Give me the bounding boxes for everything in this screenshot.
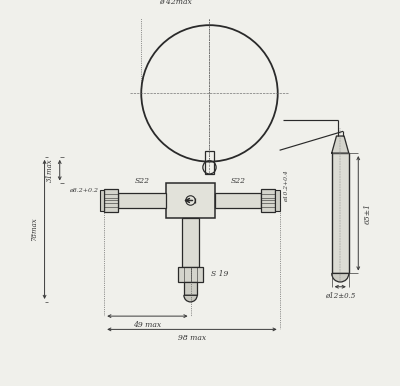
Text: S22: S22 — [230, 177, 246, 185]
Bar — [118, 193, 166, 208]
Bar — [215, 193, 261, 208]
Text: 78max: 78max — [30, 218, 38, 241]
Text: ø 42max: ø 42max — [159, 0, 192, 6]
Wedge shape — [332, 273, 349, 282]
Text: ø10.2+0.4: ø10.2+0.4 — [284, 170, 289, 202]
Text: 31max: 31max — [46, 158, 54, 182]
Bar — [275, 190, 280, 211]
Bar — [166, 183, 215, 218]
Bar — [104, 189, 118, 212]
Text: ø8.2+0.2: ø8.2+0.2 — [69, 188, 98, 193]
Text: S22: S22 — [135, 177, 150, 185]
Bar — [205, 151, 214, 174]
Bar — [100, 190, 104, 211]
Text: ø12±0.5: ø12±0.5 — [325, 291, 356, 300]
Bar — [184, 282, 197, 295]
Bar — [178, 267, 203, 282]
Polygon shape — [332, 136, 349, 153]
Wedge shape — [184, 295, 197, 302]
Text: 65±1: 65±1 — [364, 203, 372, 224]
Text: 98 max: 98 max — [178, 334, 206, 342]
Bar — [332, 153, 349, 273]
Bar — [182, 218, 199, 267]
Bar — [261, 189, 275, 212]
Text: 49 max: 49 max — [133, 321, 162, 329]
Text: S 19: S 19 — [211, 271, 229, 278]
